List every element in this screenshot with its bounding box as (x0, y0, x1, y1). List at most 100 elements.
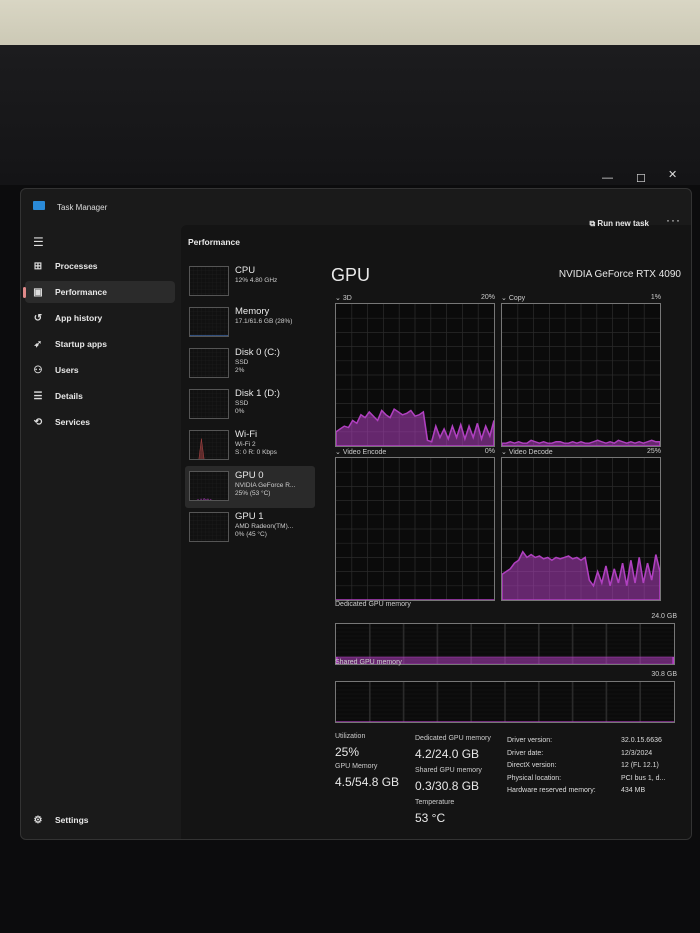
gpu-model-name: NVIDIA GeForce RTX 4090 (558, 269, 681, 280)
task-manager-logo-icon (33, 201, 45, 210)
maximize-button[interactable]: ☐ (636, 173, 646, 185)
info-value: 32.0.15.6636 (621, 737, 662, 744)
sidebar-item-performance[interactable]: ▣ Performance (23, 281, 175, 303)
run-new-task-button[interactable]: ⧉ Run new task (589, 219, 649, 229)
device-thumbnail-graph (189, 471, 229, 501)
services-icon: ⟲ (33, 416, 43, 428)
device-item-disk-1-d[interactable]: Disk 1 (D:) SSD 0% (185, 384, 315, 426)
sidebar-item-processes[interactable]: ⊞ Processes (25, 255, 175, 277)
sidebar-item-label: Users (55, 365, 79, 375)
more-options-button[interactable]: ··· (666, 213, 681, 227)
performance-panel: Performance ⧉ Run new task ··· CPU 12% 4.… (181, 213, 691, 839)
device-item-gpu-0[interactable]: GPU 0 NVIDIA GeForce R... 25% (53 °C) (185, 466, 315, 508)
run-new-task-label: Run new task (597, 219, 649, 228)
device-title: GPU 1 (235, 511, 264, 522)
3d-engine-label: ⌄ 3D (335, 295, 352, 302)
sidebar-item-services[interactable]: ⟲ Services (25, 411, 175, 433)
title-bar: Task Manager (21, 189, 691, 225)
device-detail: 0% (45 °C) (235, 531, 267, 538)
device-detail: SSD (235, 400, 249, 407)
device-title: Wi-Fi (235, 429, 258, 440)
sidebar-item-settings[interactable]: ⚙ Settings (25, 809, 175, 831)
device-title: Memory (235, 306, 270, 317)
video-decode-engine-name: Video Decode (508, 449, 553, 456)
users-icon: ⚇ (33, 364, 43, 376)
device-thumbnail-graph (189, 389, 229, 419)
device-thumbnail-graph (189, 348, 229, 378)
device-detail: 12% 4.80 GHz (235, 277, 278, 284)
sidebar-item-label: Details (55, 391, 83, 401)
device-item-memory[interactable]: Memory 17.1/61.6 GB (28%) (185, 302, 315, 344)
3d-engine-name: 3D (342, 295, 352, 302)
device-thumbnail-graph (189, 307, 229, 337)
copy-engine-graph (501, 303, 661, 447)
sidebar-item-users[interactable]: ⚇ Users (25, 359, 175, 381)
info-value: 12/3/2024 (621, 749, 653, 757)
processes-icon: ⊞ (33, 260, 43, 272)
hamburger-menu-icon[interactable]: ☰ (33, 235, 44, 249)
minimize-button-2[interactable]: — (602, 172, 613, 184)
info-value: 434 MB (621, 787, 646, 794)
info-key: Physical location: (507, 774, 562, 782)
page-title: Performance (188, 237, 240, 247)
usage-area (190, 335, 228, 336)
info-key: Driver date: (507, 749, 544, 757)
device-thumbnail-graph (189, 512, 229, 542)
run-task-icon: ⧉ (589, 219, 598, 228)
shared-memory-label: Shared GPU memory (415, 767, 482, 774)
sidebar-item-label: App history (55, 313, 103, 323)
sidebar-item-label: Startup apps (55, 339, 107, 349)
device-title: Disk 1 (D:) (235, 388, 280, 399)
info-key: Hardware reserved memory: (507, 787, 596, 794)
task-manager-window: Task Manager — ☰ ⊞Processes▣Performance↺… (20, 188, 692, 840)
shared-memory-graph-max: 30.8 GB (651, 671, 677, 678)
gpu-heading: GPU (331, 265, 371, 285)
video-encode-engine-max: 0% (484, 448, 495, 455)
shared-memory-value: 0.3/30.8 GB (415, 779, 480, 793)
startup-apps-icon: ➶ (33, 338, 43, 350)
3d-engine-max: 20% (480, 294, 495, 301)
usage-area (502, 439, 660, 446)
usage-area (336, 656, 674, 664)
monitor-bezel (0, 45, 700, 185)
video-decode-engine-label: ⌄ Video Decode (501, 449, 553, 456)
copy-engine-max: 1% (650, 294, 661, 301)
sidebar-item-details[interactable]: ☰ Details (25, 385, 175, 407)
device-item-disk-0-c[interactable]: Disk 0 (C:) SSD 2% (185, 343, 315, 385)
sidebar-item-app-history[interactable]: ↺ App history (25, 307, 175, 329)
shared-memory-graph (335, 681, 675, 723)
sidebar-item-startup-apps[interactable]: ➶ Startup apps (25, 333, 175, 355)
device-detail: S: 0 R: 0 Kbps (235, 449, 277, 456)
device-title: GPU 0 (235, 470, 264, 481)
device-detail: Wi-Fi 2 (235, 441, 256, 448)
device-detail: AMD Radeon(TM)... (235, 523, 294, 530)
3d-engine-graph (335, 303, 495, 447)
gpu-memory-label: GPU Memory (335, 763, 378, 770)
dedicated-memory-graph-max: 24.0 GB (651, 613, 677, 620)
device-detail: 0% (235, 408, 245, 415)
usage-area (502, 550, 660, 600)
sidebar-item-label: Performance (55, 287, 107, 297)
sidebar-item-label: Services (55, 417, 90, 427)
video-encode-engine-name: Video Encode (342, 449, 387, 456)
performance-icon: ▣ (33, 286, 43, 298)
device-item-wi-fi[interactable]: Wi-Fi Wi-Fi 2 S: 0 R: 0 Kbps (185, 425, 315, 467)
video-decode-engine-max: 25% (646, 448, 661, 455)
device-detail: NVIDIA GeForce R... (235, 482, 296, 489)
device-detail: 25% (53 °C) (235, 490, 271, 497)
usage-area (195, 497, 212, 500)
sidebar: ☰ ⊞ Processes ▣ Performance ↺ App history ➶ Sta… (21, 225, 181, 839)
close-button[interactable]: ✕ (668, 169, 678, 181)
window-title: Task Manager (57, 203, 108, 212)
copy-engine-name: Copy (508, 295, 526, 302)
info-key: DirectX version: (507, 762, 557, 769)
utilization-value: 25% (335, 745, 360, 759)
video-decode-engine-graph (501, 457, 661, 601)
utilization-label: Utilization (335, 733, 366, 740)
device-detail: 17.1/61.6 GB (28%) (235, 318, 293, 325)
sidebar-item-label: Settings (55, 815, 89, 825)
device-item-gpu-1[interactable]: GPU 1 AMD Radeon(TM)... 0% (45 °C) (185, 507, 315, 549)
device-item-cpu[interactable]: CPU 12% 4.80 GHz (185, 261, 315, 303)
temperature-label: Temperature (415, 799, 455, 806)
usage-area (198, 438, 205, 459)
